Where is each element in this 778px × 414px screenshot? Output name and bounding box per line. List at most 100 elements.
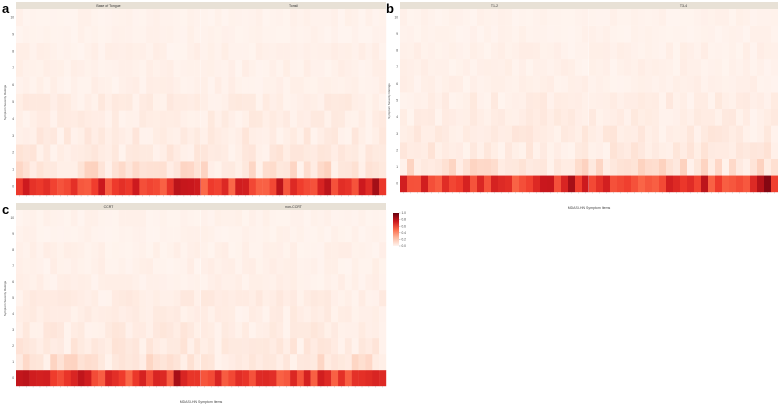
heatmap-cell [351, 338, 359, 355]
heatmap-cell [201, 144, 209, 162]
heatmap-cell [491, 75, 499, 93]
heatmap-cell [255, 306, 263, 323]
heatmap-cell [132, 178, 140, 196]
heatmap-cell [708, 125, 716, 143]
heatmap-cell [228, 110, 236, 128]
heatmap-cell [242, 25, 250, 44]
heatmap-cell [365, 161, 373, 179]
heatmap-cell [70, 161, 78, 179]
heatmap-cell [296, 226, 304, 243]
heatmap-cell [214, 242, 222, 259]
heatmap-cell [589, 142, 597, 159]
heatmap-cell [358, 76, 366, 94]
heatmap-cell [77, 274, 85, 291]
y-tick-label: 7 [396, 65, 398, 69]
heatmap-cell [84, 242, 92, 259]
heatmap-cell [125, 290, 133, 307]
heatmap-cell [187, 161, 195, 179]
heatmap-cell [255, 127, 263, 145]
heatmap-cell [43, 110, 51, 128]
heatmap-cell [596, 92, 604, 110]
heatmap-cell [194, 274, 202, 291]
heatmap-cell [407, 75, 415, 93]
heatmap-cell [296, 127, 304, 145]
heatmap-cell [276, 322, 284, 339]
heatmap-cell [365, 110, 373, 128]
y-tick-label: 1 [396, 165, 398, 169]
heatmap-cell [194, 370, 202, 387]
heatmap-cell [221, 59, 229, 77]
heatmap-cell [22, 242, 30, 259]
heatmap-cell [228, 127, 236, 145]
heatmap-cell [77, 144, 85, 162]
heatmap-cell [248, 144, 257, 162]
heatmap-cell [303, 290, 311, 307]
heatmap-cell [98, 242, 106, 259]
heatmap-cell [146, 290, 154, 307]
heatmap-cell [118, 93, 126, 111]
heatmap-cell [159, 9, 167, 27]
heatmap-cell [201, 274, 209, 291]
heatmap-cell [111, 370, 119, 387]
heatmap-cell [242, 354, 250, 371]
heatmap-cell [22, 338, 30, 355]
heatmap-cell [187, 9, 195, 27]
heatmap-cell [400, 108, 408, 126]
heatmap-cell [111, 306, 119, 323]
heatmap-cell [125, 25, 133, 44]
heatmap-cell [16, 110, 24, 128]
facet-tonsil: Tonsil [200, 2, 387, 197]
heatmap-cell [414, 125, 422, 143]
heatmap-cell [36, 322, 44, 339]
heatmap-cell [498, 125, 506, 143]
facet-title: T1-2 [491, 4, 498, 8]
heatmap-cell [757, 42, 765, 60]
heatmap-cell [310, 9, 318, 27]
heatmap-cell [470, 125, 478, 143]
heatmap-cell [98, 322, 106, 339]
heatmap-cell [153, 370, 161, 387]
heatmap-cell [414, 25, 422, 43]
heatmap-cell [701, 9, 709, 26]
heatmap-cell [194, 127, 202, 145]
heatmap-cell [57, 306, 65, 323]
heatmap-cell [207, 59, 215, 77]
heatmap-cell [50, 42, 58, 60]
heatmap-cell [358, 274, 366, 291]
heatmap-cell [255, 322, 263, 339]
heatmap-cell [43, 338, 51, 355]
heatmap-cell [228, 306, 236, 323]
heatmap-cell [666, 92, 674, 110]
heatmap-cell [290, 290, 298, 307]
heatmap-cell [159, 258, 167, 275]
heatmap-cell [166, 9, 174, 27]
heatmap-cell [687, 58, 695, 76]
heatmap-cell [757, 175, 765, 193]
heatmap-cell [70, 110, 78, 128]
heatmap-cell [533, 108, 541, 126]
heatmap-cell [743, 175, 751, 193]
heatmap-cell [283, 306, 291, 323]
heatmap-cell [22, 59, 30, 77]
heatmap-cell [159, 242, 167, 259]
heatmap-cell [98, 42, 106, 60]
heatmap-cell [435, 9, 443, 26]
heatmap-cell [372, 93, 380, 111]
heatmap-cell [283, 322, 291, 339]
heatmap-cell [207, 322, 215, 339]
heatmap-cell [324, 274, 332, 291]
heatmap-cell [400, 75, 408, 93]
heatmap-cell [296, 242, 304, 259]
heatmap-cell [70, 127, 78, 145]
heatmap-cell [554, 42, 562, 60]
heatmap-cell [358, 93, 366, 111]
heatmap-cell [540, 175, 548, 193]
colorbar-tick-label: 0.4 [402, 231, 407, 235]
heatmap-cell [491, 175, 499, 193]
heatmap-cell [757, 142, 765, 159]
heatmap-cell [146, 274, 154, 291]
heatmap-cell [283, 76, 291, 94]
heatmap-cell [296, 210, 304, 227]
heatmap-cell [242, 59, 250, 77]
heatmap-cell [146, 25, 154, 44]
